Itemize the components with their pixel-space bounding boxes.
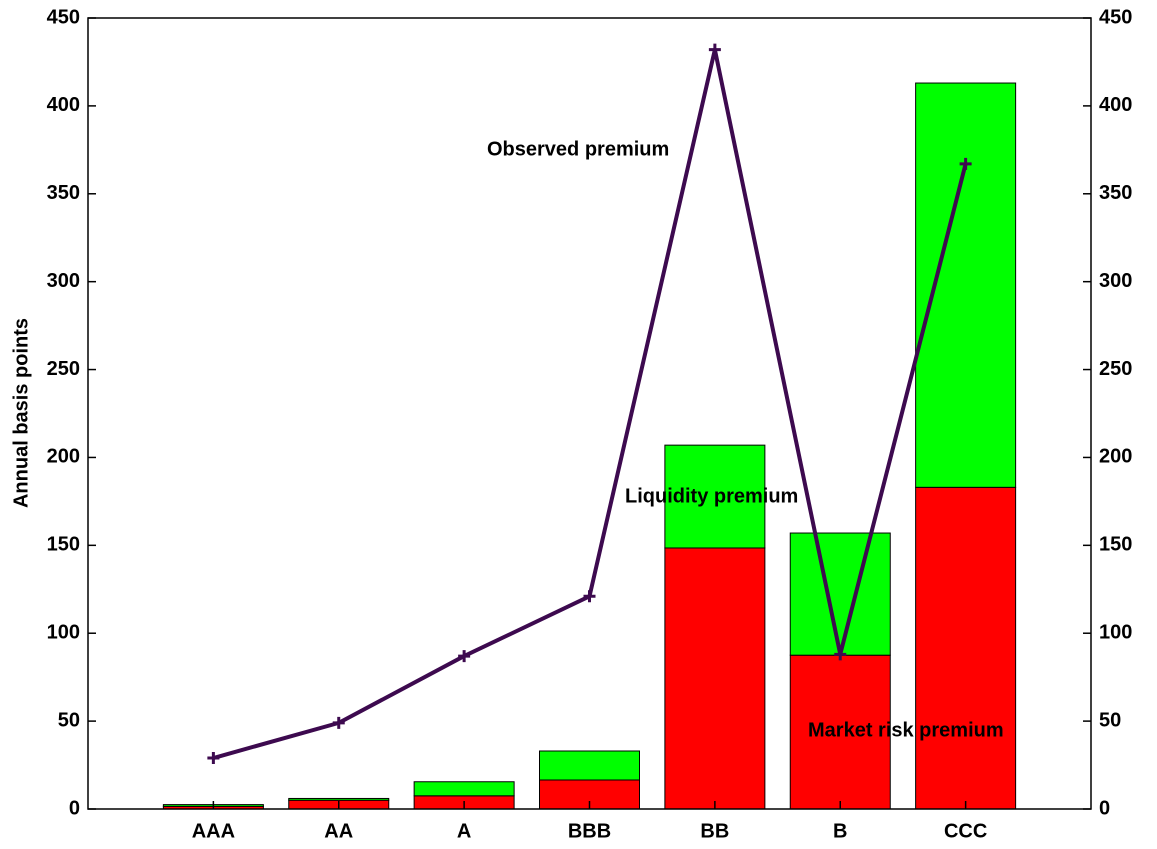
line-marker bbox=[834, 648, 847, 661]
line-marker bbox=[583, 590, 596, 603]
y2-tick-label: 200 bbox=[1099, 446, 1132, 468]
x-tick-label: A bbox=[457, 820, 471, 842]
series-annotation: Observed premium bbox=[487, 138, 669, 160]
bar-segment bbox=[664, 444, 766, 549]
y-tick-label: 50 bbox=[58, 709, 80, 731]
bar-segment bbox=[915, 486, 1017, 810]
x-tick-label: CCC bbox=[944, 820, 987, 842]
y2-tick-label: 50 bbox=[1099, 709, 1121, 731]
y-tick-label: 300 bbox=[47, 270, 80, 292]
y2-tick-label: 350 bbox=[1099, 182, 1132, 204]
line-marker bbox=[959, 157, 972, 170]
y2-tick-label: 150 bbox=[1099, 534, 1132, 556]
y2-tick-label: 400 bbox=[1099, 94, 1132, 116]
line-marker bbox=[332, 716, 345, 729]
series-annotation: Liquidity premium bbox=[625, 485, 798, 507]
line-marker bbox=[207, 752, 220, 765]
x-tick-label: AAA bbox=[192, 820, 235, 842]
y-tick-label: 450 bbox=[47, 6, 80, 28]
y-axis-label: Annual basis points bbox=[10, 318, 32, 508]
x-tick-label: BBB bbox=[568, 820, 611, 842]
series-annotation: Market risk premium bbox=[808, 719, 1004, 741]
y2-tick-label: 250 bbox=[1099, 358, 1132, 380]
line-marker bbox=[458, 650, 471, 663]
bar-segment bbox=[789, 654, 891, 810]
y-tick-label: 0 bbox=[69, 797, 80, 819]
bar-segment bbox=[789, 532, 891, 656]
y-tick-label: 250 bbox=[47, 358, 80, 380]
bar-segment bbox=[288, 797, 390, 801]
y-tick-label: 350 bbox=[47, 182, 80, 204]
y-tick-label: 400 bbox=[47, 94, 80, 116]
y2-tick-label: 450 bbox=[1099, 6, 1132, 28]
bar-segment bbox=[539, 750, 640, 781]
bar-segment bbox=[413, 781, 515, 797]
x-tick-label: B bbox=[833, 820, 847, 842]
y-tick-label: 100 bbox=[47, 622, 80, 644]
y-tick-label: 200 bbox=[47, 446, 80, 468]
x-tick-label: BB bbox=[700, 820, 729, 842]
x-tick-label: AA bbox=[324, 820, 353, 842]
line-marker bbox=[708, 43, 721, 56]
y-tick-label: 150 bbox=[47, 534, 80, 556]
y2-tick-label: 0 bbox=[1099, 797, 1110, 819]
y2-tick-label: 300 bbox=[1099, 270, 1132, 292]
y2-tick-label: 100 bbox=[1099, 622, 1132, 644]
bar-segment bbox=[664, 547, 766, 810]
bar-segment bbox=[915, 82, 1017, 488]
